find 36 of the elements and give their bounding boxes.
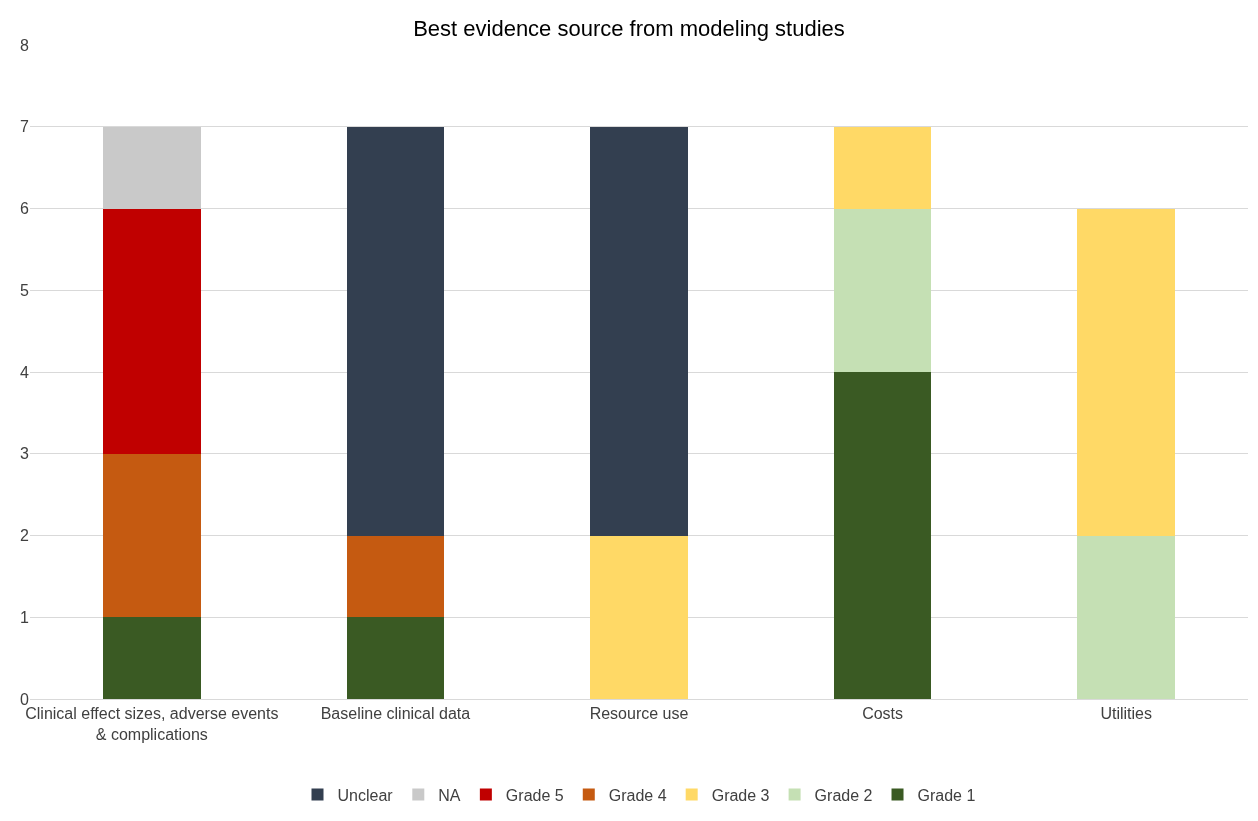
x-tick-label: Utilities <box>1100 705 1152 723</box>
y-tick-label: 2 <box>20 527 30 545</box>
x-tick-label: Costs <box>862 705 904 723</box>
bar <box>590 126 688 536</box>
bar <box>103 126 201 209</box>
y-tick-label: 4 <box>20 363 30 381</box>
bar <box>833 208 932 372</box>
y-tick-label: 0 <box>20 690 30 708</box>
legend-label: NA <box>438 786 461 804</box>
bar <box>103 617 201 699</box>
legend-label: Unclear <box>337 786 394 804</box>
bar <box>590 535 688 699</box>
legend-label: Grade 1 <box>917 786 976 804</box>
chart-title: Best evidence source from modeling studies <box>413 15 845 41</box>
bar <box>346 535 445 618</box>
bar <box>103 208 201 454</box>
legend-label: Grade 4 <box>608 786 667 804</box>
y-tick-label: 6 <box>20 200 30 218</box>
y-tick-label: 8 <box>20 36 30 54</box>
y-tick-label: 1 <box>20 608 30 626</box>
x-tick-label: Baseline clinical data <box>320 705 471 723</box>
bar <box>346 126 445 536</box>
bar <box>1077 208 1175 536</box>
bar <box>833 372 932 699</box>
y-tick-label: 3 <box>20 445 30 463</box>
y-tick-label: 5 <box>20 281 30 299</box>
bar <box>833 126 932 209</box>
bar <box>1077 535 1175 699</box>
legend-label: Grade 5 <box>505 786 564 804</box>
bar <box>346 617 445 699</box>
bar <box>103 453 201 618</box>
x-tick-label: Clinical effect sizes, adverse events & complications <box>25 705 279 743</box>
y-tick-label: 7 <box>20 118 30 136</box>
legend-label: Grade 3 <box>711 786 770 804</box>
x-tick-label: Resource use <box>589 705 689 723</box>
legend-label: Grade 2 <box>814 786 873 804</box>
